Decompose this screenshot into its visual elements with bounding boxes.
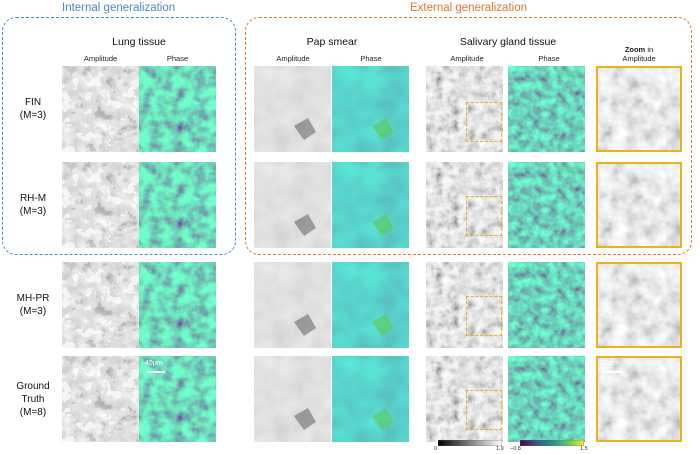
lung-amplitude-gt — [62, 356, 139, 442]
salivary-gland-header: Salivary gland tissue — [459, 36, 557, 48]
salivary-phase-fin — [508, 66, 590, 152]
internal-generalization-frame — [2, 17, 236, 255]
row-label-rhm: RH-M (M=3) — [6, 192, 60, 218]
salivary-amplitude-mhpr — [426, 262, 508, 348]
phase-colorbar — [520, 440, 584, 446]
pap-amplitude-header: Amplitude — [276, 54, 310, 63]
zoom-scale-label: 10μm — [600, 360, 618, 367]
row-label-rhm-line2: (M=3) — [19, 206, 47, 217]
row-label-mhpr-line2: (M=3) — [19, 306, 47, 317]
lung-phase-header: Phase — [166, 54, 189, 63]
pap-smear-header: Pap smear — [306, 36, 358, 48]
zoom-amplitude-fin — [596, 66, 682, 152]
row-label-gt-line2: Truth — [21, 394, 45, 405]
zoom-scale-bar — [602, 371, 622, 373]
external-generalization-title: External generalization — [410, 2, 527, 14]
row-label-fin-line2: (M=3) — [19, 110, 47, 121]
salivary-amplitude-rhm — [426, 162, 508, 248]
roi-box-rhm — [466, 196, 502, 236]
phase-colorbar-max: 1.5 — [580, 446, 588, 452]
internal-generalization-title: Internal generalization — [62, 2, 176, 14]
pap-phase-rhm — [332, 162, 410, 248]
lung-phase-gt — [139, 356, 216, 442]
lung-amplitude-mhpr — [62, 262, 139, 348]
salivary-amplitude-header: Amplitude — [450, 54, 484, 63]
lung-tissue-header: Lung tissue — [112, 36, 166, 48]
salivary-phase-rhm — [508, 162, 590, 248]
row-label-fin-line1: FIN — [24, 97, 42, 108]
row-label-mhpr: MH-PR (M=3) — [6, 292, 60, 318]
salivary-phase-header: Phase — [538, 54, 560, 63]
salivary-phase-mhpr — [508, 262, 590, 348]
lung-scale-bar — [147, 371, 165, 373]
zoom-label-rest: in — [647, 45, 654, 54]
zoom-amplitude-gt — [596, 356, 682, 442]
pap-amplitude-mhpr — [254, 262, 332, 348]
lung-phase-mhpr — [139, 262, 216, 348]
lung-amplitude-header: Amplitude — [83, 54, 118, 63]
lung-phase-rhm — [139, 162, 216, 248]
pap-amplitude-fin — [254, 66, 332, 152]
zoom-label-bold: Zoom — [624, 45, 646, 54]
zoom-amplitude-header: Zoom in Amplitude — [596, 45, 682, 63]
amplitude-colorbar-max: 1.9 — [496, 446, 504, 452]
external-generalization-frame — [245, 17, 692, 255]
salivary-phase-gt — [508, 356, 590, 442]
lung-amplitude-fin — [62, 66, 139, 152]
row-label-fin: FIN (M=3) — [6, 96, 60, 122]
zoom-amplitude-rhm — [596, 162, 682, 248]
row-label-rhm-line1: RH-M — [19, 193, 47, 204]
amplitude-colorbar-min: 0 — [434, 446, 438, 452]
pap-phase-gt — [332, 356, 410, 442]
pap-amplitude-rhm — [254, 162, 332, 248]
salivary-amplitude-fin — [426, 66, 508, 152]
roi-box-fin — [466, 102, 502, 142]
row-label-gt-line1: Ground — [16, 381, 50, 392]
row-label-ground-truth: Ground Truth (M=8) — [6, 380, 60, 419]
lung-scale-label: 40μm — [145, 360, 163, 367]
zoom-label-line2: Amplitude — [622, 54, 656, 63]
row-label-mhpr-line1: MH-PR — [16, 293, 50, 304]
roi-box-gt — [466, 390, 502, 430]
phase-colorbar-min: −0.8 — [510, 446, 521, 452]
lung-amplitude-rhm — [62, 162, 139, 248]
pap-phase-fin — [332, 66, 410, 152]
pap-phase-mhpr — [332, 262, 410, 348]
salivary-amplitude-gt — [426, 356, 508, 442]
lung-phase-fin — [139, 66, 216, 152]
zoom-amplitude-mhpr — [596, 262, 682, 348]
amplitude-colorbar — [438, 440, 502, 446]
pap-amplitude-gt — [254, 356, 332, 442]
pap-phase-header: Phase — [360, 54, 382, 63]
roi-box-mhpr — [466, 296, 502, 336]
row-label-gt-line3: (M=8) — [19, 407, 47, 418]
